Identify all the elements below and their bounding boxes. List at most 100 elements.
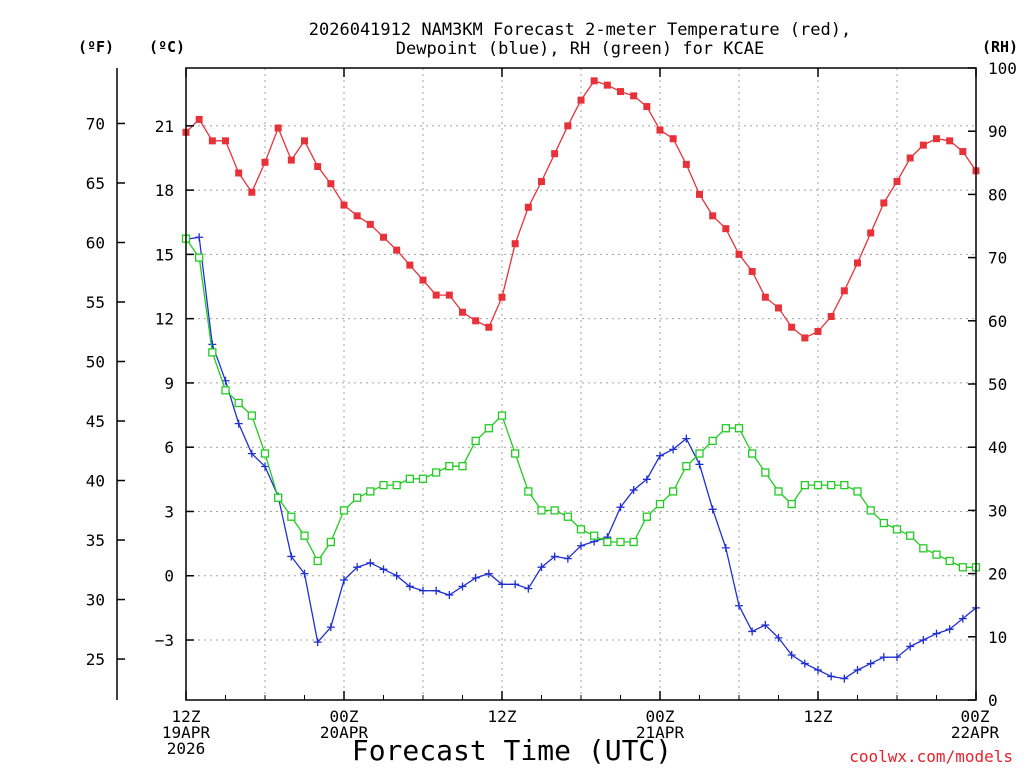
fahrenheit-tick-label: 60	[86, 233, 105, 252]
rh-tick-label: 30	[988, 501, 1007, 520]
temperature-point	[880, 199, 888, 207]
temperature-point	[748, 268, 756, 276]
temperature-point	[709, 212, 717, 220]
rh-point	[866, 506, 875, 515]
rh-point	[708, 436, 717, 446]
dewpoint-point	[195, 233, 204, 242]
rh-point	[405, 474, 414, 483]
temperature-point	[643, 103, 651, 111]
rh-point	[353, 493, 362, 502]
temperature-point	[406, 261, 414, 269]
temperature-point	[577, 96, 585, 104]
dewpoint-point	[419, 586, 427, 595]
temperature-point	[248, 188, 256, 196]
temperature-point	[274, 124, 282, 132]
rh-point	[195, 253, 204, 262]
rh-point	[669, 487, 678, 496]
x-tick-label: 22APR	[951, 723, 1000, 742]
temperature-point	[235, 169, 243, 177]
dewpoint-point	[234, 419, 243, 428]
dewpoint-point	[405, 582, 414, 591]
dewpoint-point	[629, 486, 638, 495]
rh-tick-label: 50	[988, 375, 1007, 394]
dewpoint-point	[800, 659, 809, 668]
rh-tick-label: 80	[988, 185, 1007, 204]
dewpoint-point	[537, 563, 546, 572]
temperature-point	[603, 81, 611, 89]
dewpoint-point	[340, 576, 348, 585]
temperature-point	[946, 137, 954, 145]
dewpoint-point	[616, 503, 625, 512]
fahrenheit-unit-label: (ºF)	[78, 38, 114, 56]
rh-line	[185, 238, 976, 568]
celsius-tick-label: 21	[155, 117, 174, 136]
rh-point	[563, 512, 572, 521]
temperature-point	[775, 304, 782, 312]
temperature-point	[445, 291, 453, 299]
rh-point	[326, 537, 335, 547]
x-tick-label: 00Z	[961, 707, 990, 726]
fahrenheit-tick-label: 45	[86, 412, 105, 431]
x-tick-label: 12Z	[804, 707, 833, 726]
dewpoint-point	[814, 666, 822, 675]
dewpoint-point	[656, 451, 664, 460]
dewpoint-point	[313, 638, 322, 647]
x-tick-label: 12Z	[488, 707, 517, 726]
rh-point	[682, 462, 691, 471]
fahrenheit-tick-label: 55	[86, 293, 105, 312]
rh-point	[458, 462, 467, 471]
temperature-point	[906, 154, 914, 162]
dewpoint-point	[550, 552, 559, 561]
temperature-point	[801, 334, 809, 342]
temperature-point	[959, 148, 967, 156]
temperature-point	[919, 141, 927, 149]
rh-tick-label: 70	[988, 249, 1007, 268]
dewpoint-point	[484, 569, 493, 578]
rh-point	[234, 398, 243, 408]
fahrenheit-tick-label: 25	[86, 650, 105, 669]
temperature-point	[630, 92, 638, 100]
rh-point	[734, 424, 744, 433]
fahrenheit-tick-label: 70	[86, 114, 105, 133]
rh-point	[313, 556, 322, 566]
temperature-point	[301, 137, 308, 145]
rh-point	[800, 480, 809, 490]
temperature-point	[459, 308, 466, 316]
rh-point	[418, 474, 428, 483]
dewpoint-point	[735, 601, 743, 610]
rh-point	[497, 411, 507, 420]
temperature-point	[761, 293, 769, 301]
dewpoint-point	[471, 573, 480, 582]
dewpoint-point	[261, 462, 269, 471]
rh-point	[919, 544, 928, 553]
x-tick-label: 00Z	[330, 707, 359, 726]
dewpoint-point	[642, 475, 651, 484]
temperature-point	[735, 250, 743, 258]
dewpoint-point	[695, 460, 704, 469]
rh-point	[339, 506, 349, 515]
rh-point	[813, 480, 823, 490]
dewpoint-point	[577, 541, 585, 550]
rh-point	[892, 525, 902, 534]
temperature-point	[222, 137, 229, 145]
temperature-point	[327, 180, 335, 188]
temperature-point	[393, 246, 401, 254]
temperature-point	[814, 328, 822, 336]
temperature-point	[788, 323, 796, 331]
dewpoint-point	[958, 614, 967, 623]
rh-point	[445, 462, 454, 471]
celsius-tick-label: 15	[155, 245, 174, 264]
rh-point	[432, 468, 441, 477]
x-tick-label: 2026	[167, 739, 206, 758]
temperature-point	[314, 163, 322, 171]
dewpoint-point	[708, 505, 717, 514]
rh-point	[840, 480, 849, 490]
temperature-point	[722, 225, 730, 233]
rh-tick-label: 60	[988, 312, 1007, 331]
temperature-point	[854, 259, 861, 267]
rh-point	[721, 424, 730, 433]
rh-point	[932, 550, 941, 559]
dewpoint-point	[511, 580, 520, 589]
rh-point	[906, 531, 915, 540]
